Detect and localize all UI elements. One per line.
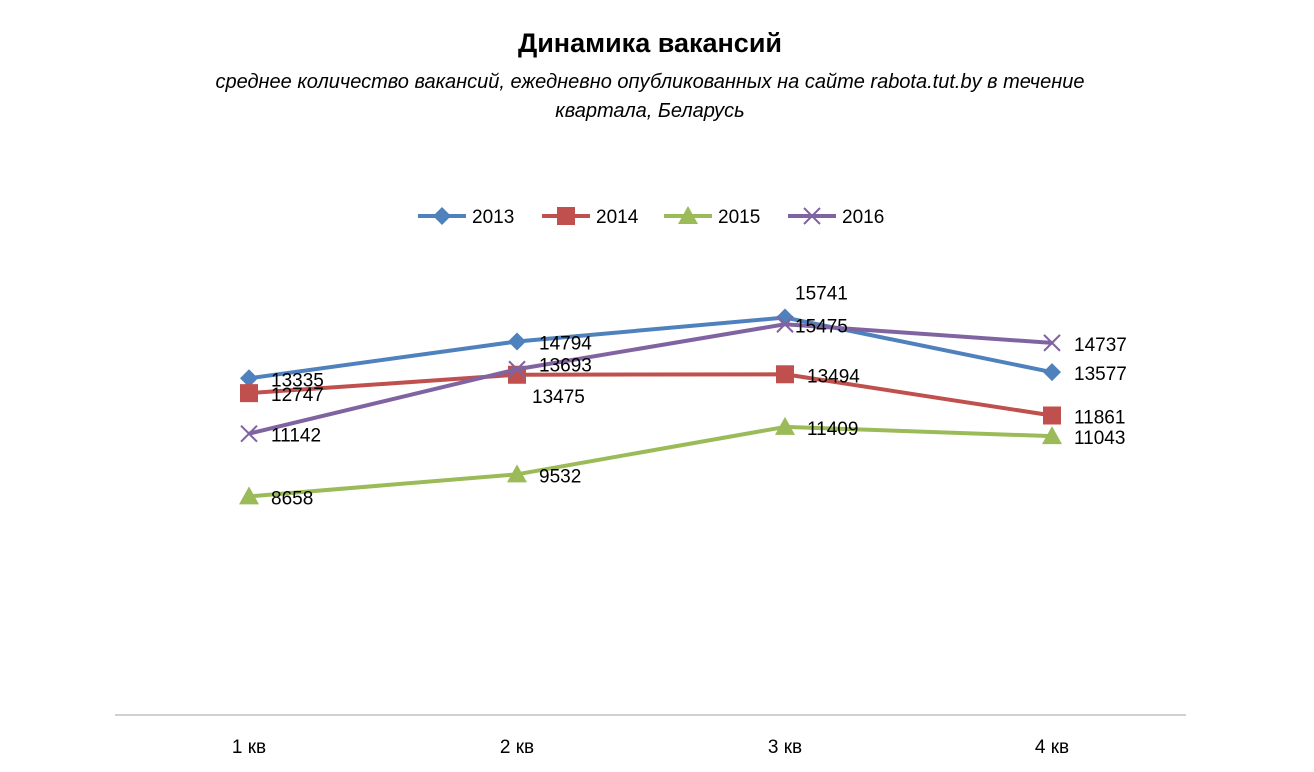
data-label: 11043 [1074, 428, 1125, 449]
data-point [508, 332, 526, 351]
data-label: 14794 [539, 333, 592, 354]
data-label: 13693 [539, 355, 592, 376]
x-tick-label: 3 кв [768, 737, 802, 758]
data-point [507, 464, 527, 483]
data-point [776, 365, 794, 384]
data-point [803, 207, 821, 225]
x-tick-label: 1 кв [232, 737, 266, 758]
data-label: 9532 [539, 466, 581, 487]
legend-label: 2016 [842, 207, 884, 228]
data-label: 13577 [1074, 364, 1127, 385]
data-point [433, 207, 451, 225]
x-tick-label: 4 кв [1035, 737, 1069, 758]
data-label: 15741 [795, 284, 848, 305]
data-label: 11142 [271, 426, 321, 447]
x-tick-label: 2 кв [500, 737, 534, 758]
data-point [239, 486, 259, 505]
data-point [776, 315, 794, 333]
data-point [240, 384, 258, 403]
series-2016: 11142 13693 15475 14737 [240, 315, 1127, 447]
data-label: 13475 [532, 387, 585, 408]
data-label: 8658 [271, 488, 313, 509]
data-label: 12747 [271, 385, 324, 406]
chart-title: Динамика вакансий [517, 28, 783, 58]
data-point [776, 308, 794, 327]
data-point [240, 369, 258, 388]
data-point [1043, 363, 1061, 382]
data-point [1042, 426, 1062, 445]
legend-label: 2014 [596, 207, 639, 228]
legend-item: 2016 [788, 207, 884, 228]
series-2014: 12747 13475 13494 11861 [240, 365, 1125, 429]
series-line [248, 372, 1053, 418]
legend-item: 2014 [542, 207, 639, 228]
series-2015: 8658 9532 11409 11043 [239, 416, 1125, 509]
data-label: 14737 [1074, 335, 1127, 356]
chart-subtitle: среднее количество вакансий, ежедневно о… [215, 71, 1085, 122]
data-label: 13494 [807, 366, 860, 387]
data-label: 15475 [795, 316, 848, 337]
legend-item: 2013 [418, 207, 514, 228]
legend-item: 2015 [664, 206, 760, 228]
legend-label: 2013 [472, 207, 514, 228]
data-point [775, 416, 795, 435]
data-point [1043, 334, 1061, 352]
data-point [508, 360, 526, 378]
data-label: 11409 [807, 419, 858, 440]
data-point [678, 206, 698, 224]
data-point [240, 424, 258, 443]
legend-label: 2015 [718, 207, 760, 228]
data-point [557, 207, 575, 225]
data-point [1043, 406, 1061, 425]
series-2013: 13335 14794 15741 13577 [240, 284, 1127, 391]
series-line [248, 322, 1053, 436]
data-label: 11861 [1074, 408, 1125, 429]
data-label: 13335 [271, 370, 324, 391]
series-line [248, 424, 1053, 499]
series-line [248, 315, 1053, 381]
